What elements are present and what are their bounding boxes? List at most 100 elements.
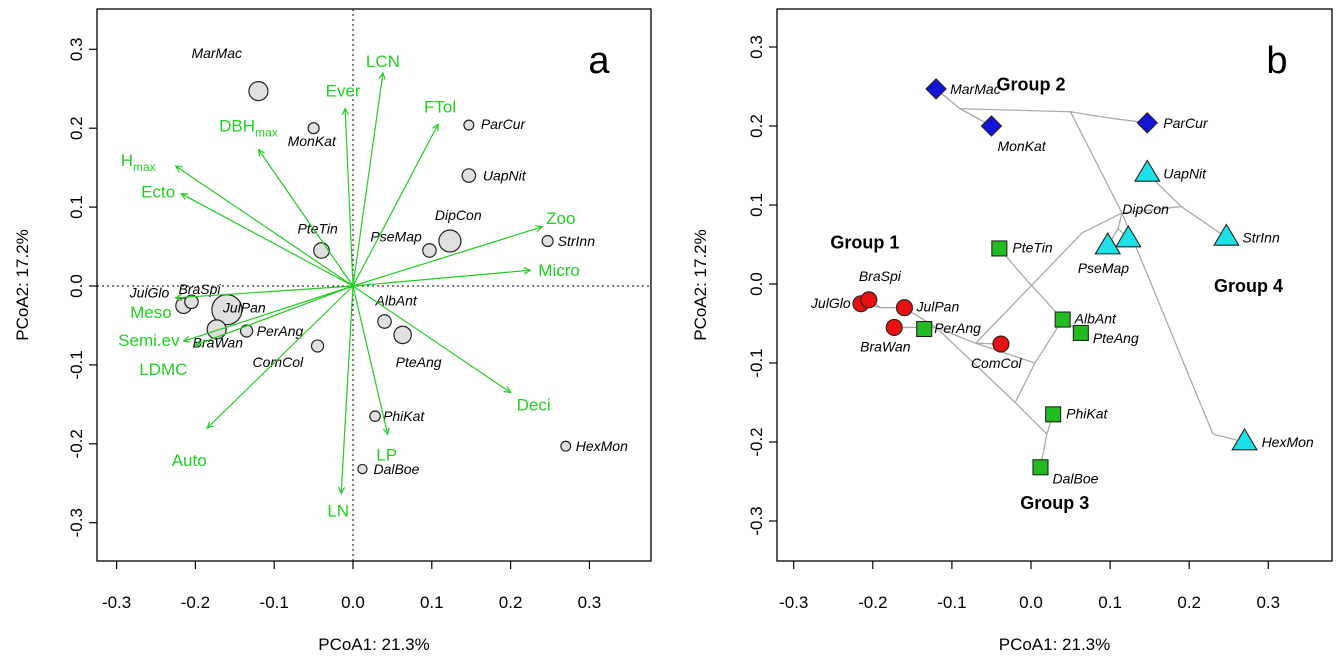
species-label: ParCur [481, 116, 527, 132]
tree-branch [935, 326, 1016, 403]
panel-label: b [1266, 40, 1287, 82]
x-tick-label: -0.2 [181, 593, 210, 612]
group-labels: Group 1 Group 2 Group 3 Group 4 [830, 74, 1283, 513]
species-label: PhiKat [383, 408, 425, 424]
species-label: PteAng [1093, 330, 1139, 346]
axis-ticks: -0.3 -0.2 -0.1 0.0 0.1 0.2 0.3 -0.3 -0.2 -0.1 0.0 0… [67, 37, 601, 612]
species-label: DipCon [435, 207, 482, 223]
trait-label: LDMC [139, 360, 187, 379]
species-point-monkat [980, 115, 1003, 137]
species-label: AlbAnt [375, 293, 418, 309]
y-tick-label: 0.3 [747, 35, 766, 59]
species-point-monkat [307, 122, 320, 135]
trait-arrow-meso [175, 285, 354, 299]
trait-arrow-micro [352, 269, 531, 287]
species-point-ptetin [991, 240, 1008, 257]
trait-label: FTol [424, 97, 456, 116]
species-label: StrInn [1242, 229, 1280, 245]
species-label: UapNit [1163, 165, 1207, 181]
species-point-perang [239, 324, 254, 338]
trait-label: Ecto [141, 183, 175, 202]
species-label: PerAng [257, 323, 304, 339]
panel-b-chart: -0.3 -0.2 -0.1 0.0 0.1 0.2 0.3 -0.3 -0.2 -0.1 0.0 0… [691, 8, 1333, 654]
species-label: PteTin [1012, 239, 1053, 255]
arrow-head [341, 107, 349, 116]
x-axis-label: PCoA1: 21.3% [999, 635, 1111, 654]
arrow-head [174, 165, 183, 173]
species-point-psemap [422, 243, 437, 258]
species-point-phikat [369, 410, 381, 423]
species-point-parcur [463, 119, 475, 131]
x-tick-label: -0.2 [858, 593, 887, 612]
trait-arrow-ecto [180, 193, 354, 287]
tree-branch [1121, 212, 1214, 435]
y-tick-label: 0.0 [747, 272, 766, 296]
species-point-dipcon [438, 229, 462, 253]
species-point-julpan [895, 299, 913, 317]
species-label: JulPan [222, 300, 266, 316]
species-point-ptetin [313, 242, 330, 259]
species-point-parcur [1136, 112, 1159, 134]
trait-label: Deci [517, 396, 551, 415]
x-tick-label: -0.1 [260, 593, 289, 612]
arrow-head [182, 335, 191, 343]
arrow-head [257, 148, 265, 157]
x-axis-label: PCoA1: 21.3% [318, 635, 430, 654]
species-label: StrInn [558, 233, 596, 249]
species-point-pteang [1072, 324, 1089, 342]
trait-label: Hmax [121, 151, 156, 174]
tree-branch [1121, 205, 1182, 214]
species-point-strinn [541, 234, 554, 248]
species-point-dipcon [1114, 224, 1142, 248]
species-label: ComCol [253, 354, 304, 370]
tree-branch [1117, 212, 1123, 229]
species-label: PteAng [396, 354, 442, 370]
trait-label-subscript: max [255, 126, 278, 140]
tree-branch [959, 107, 1071, 113]
species-point-marmac [925, 78, 947, 100]
arrow-head [180, 193, 189, 200]
species-point-dalboe [1032, 459, 1049, 476]
arrow-head [194, 339, 203, 347]
y-tick-label: -0.2 [747, 427, 766, 456]
trait-label: Auto [172, 451, 207, 470]
species-label: MarMac [191, 45, 242, 61]
species-point-brawan [885, 318, 903, 337]
species-label: BraSpi [859, 268, 902, 284]
species-label: PseMap [370, 228, 422, 244]
species-label: PteTin [297, 220, 338, 236]
trait-arrow-ever [344, 108, 354, 287]
species-point-phikat [1045, 406, 1062, 423]
x-tick-label: 0.1 [420, 593, 444, 612]
trait-label: LN [327, 502, 349, 521]
x-tick-label: 0.1 [1098, 593, 1122, 612]
tree-branch [975, 342, 1036, 364]
trait-arrow-dbhmax [257, 149, 354, 287]
tree-branch [1069, 111, 1123, 214]
arrow-head [206, 421, 215, 429]
species-label: BraWan [193, 334, 244, 350]
arrow-head [378, 71, 386, 80]
trait-label-subscript: max [133, 160, 156, 174]
arrow-head [523, 267, 532, 275]
tree-branch [1014, 402, 1048, 435]
tree-branch [1082, 212, 1123, 234]
species-point-dalboe [357, 463, 368, 475]
x-tick-label: 0.0 [341, 593, 365, 612]
y-axis-label: PCoA2: 17.2% [691, 229, 710, 341]
species-label: JulGlo [810, 295, 851, 311]
species-label: ComCol [971, 355, 1022, 371]
x-tick-label: 0.0 [1019, 593, 1043, 612]
y-tick-label: 0.0 [67, 274, 86, 298]
species-label: DalBoe [373, 461, 419, 477]
y-tick-label: 0.2 [67, 116, 86, 140]
species-label: UapNit [483, 168, 527, 184]
species-point-albant [377, 314, 392, 329]
y-tick-label: -0.2 [67, 429, 86, 458]
trait-arrow-semi-ev [183, 285, 354, 342]
x-tick-label: -0.3 [779, 593, 808, 612]
y-tick-label: -0.1 [67, 350, 86, 379]
species-point-braspi [860, 291, 878, 309]
y-axis-label: PCoA2: 17.2% [13, 229, 32, 341]
